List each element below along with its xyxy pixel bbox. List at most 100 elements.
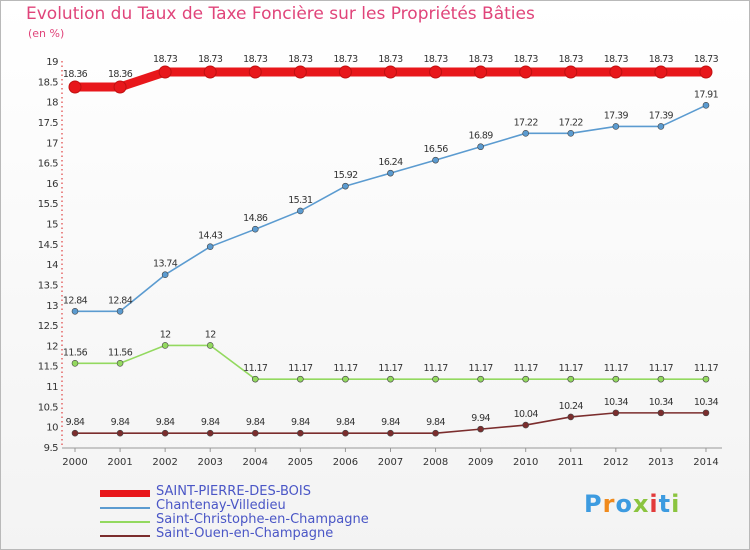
x-tick-label: 2003 [197, 457, 222, 468]
data-point [429, 65, 443, 79]
data-point [342, 375, 349, 383]
data-point [432, 156, 439, 164]
data-label: 9.84 [66, 417, 85, 428]
data-point [116, 359, 124, 367]
data-label: 10.34 [694, 397, 719, 408]
x-tick-label: 2014 [693, 457, 718, 468]
data-label: 9.94 [471, 413, 490, 424]
data-label: 17.39 [604, 110, 629, 121]
data-point [702, 409, 710, 417]
data-label: 11.17 [378, 363, 403, 374]
y-tick-label: 12.5 [38, 321, 58, 332]
data-label: 12.84 [108, 295, 133, 306]
legend-swatch [100, 535, 150, 537]
data-label: 18.73 [423, 54, 448, 65]
data-point [567, 413, 575, 421]
data-label: 14.86 [243, 213, 268, 224]
x-tick-label: 2007 [378, 457, 403, 468]
data-point [338, 65, 352, 79]
data-point [519, 65, 533, 79]
data-point [251, 375, 259, 383]
legend-label: Saint-Ouen-en-Champagne [156, 526, 334, 541]
data-label: 18.36 [63, 69, 88, 80]
data-point [567, 375, 575, 383]
data-point [206, 342, 214, 349]
data-point [657, 409, 665, 417]
data-label: 9.84 [336, 417, 355, 428]
data-point [474, 65, 488, 79]
x-tick-label: 2013 [648, 457, 673, 468]
data-label: 11.17 [243, 363, 268, 374]
data-point [609, 65, 623, 79]
data-label: 16.89 [469, 131, 494, 142]
y-tick-label: 18 [46, 98, 58, 109]
data-point [113, 80, 127, 94]
data-point [342, 182, 349, 190]
y-tick-label: 10 [46, 423, 58, 434]
x-tick-label: 2011 [558, 457, 583, 468]
data-label: 18.73 [243, 54, 268, 65]
data-point [654, 65, 668, 79]
data-label: 18.73 [514, 54, 539, 65]
logo-letter: r [602, 490, 616, 518]
y-tick-label: 19 [46, 57, 58, 68]
data-label: 9.84 [426, 417, 445, 428]
proxiti-logo: Proxiti [584, 490, 680, 518]
y-tick-label: 13.5 [38, 280, 58, 291]
legend-label: Saint-Christophe-en-Champagne [156, 512, 369, 527]
data-label: 9.84 [156, 417, 175, 428]
data-label: 9.84 [201, 417, 220, 428]
data-point [248, 65, 262, 79]
data-label: 18.73 [649, 54, 674, 65]
data-point [297, 429, 304, 437]
data-point [161, 271, 169, 279]
y-tick-label: 18.5 [38, 77, 58, 88]
data-point [71, 307, 79, 315]
y-tick-label: 11.5 [38, 362, 58, 373]
data-point [203, 65, 217, 79]
x-tick-label: 2012 [603, 457, 628, 468]
data-label: 11.17 [649, 363, 674, 374]
data-point [612, 409, 620, 417]
legend-label: Chantenay-Villedieu [156, 498, 286, 513]
data-label: 18.73 [559, 54, 584, 65]
data-point [387, 169, 394, 177]
data-label: 17.91 [694, 89, 719, 100]
data-label: 17.22 [514, 117, 539, 128]
data-point [297, 207, 304, 215]
y-tick-label: 13 [46, 301, 58, 312]
chart-unit-label: (en %) [28, 27, 65, 40]
data-point [564, 65, 578, 79]
y-tick-label: 16 [46, 179, 58, 190]
logo-letter: o [615, 490, 633, 518]
data-point [206, 243, 214, 250]
data-point [657, 123, 665, 130]
data-label: 18.73 [378, 54, 403, 65]
data-label: 18.73 [288, 54, 313, 65]
data-point [699, 65, 713, 79]
data-point [522, 375, 530, 383]
data-label: 10.34 [649, 397, 674, 408]
data-label: 11.17 [559, 363, 584, 374]
data-label: 11.17 [604, 363, 629, 374]
data-point [432, 429, 439, 437]
x-tick-label: 2010 [513, 457, 538, 468]
legend-swatch [100, 490, 150, 497]
data-label: 16.24 [378, 157, 403, 168]
y-tick-label: 14.5 [38, 240, 58, 251]
data-point [522, 130, 530, 137]
data-point [161, 342, 169, 349]
series-line [74, 104, 707, 313]
y-tick-label: 9.5 [44, 443, 59, 454]
y-tick-label: 17 [46, 138, 58, 149]
y-tick-label: 15 [46, 220, 58, 231]
data-point [383, 65, 397, 79]
data-label: 18.73 [198, 54, 223, 65]
x-tick-label: 2006 [333, 457, 358, 468]
data-label: 14.43 [198, 231, 223, 242]
data-label: 12 [205, 329, 216, 340]
x-tick-label: 2002 [152, 457, 177, 468]
x-tick-label: 2008 [423, 457, 448, 468]
y-tick-label: 12 [46, 341, 58, 352]
